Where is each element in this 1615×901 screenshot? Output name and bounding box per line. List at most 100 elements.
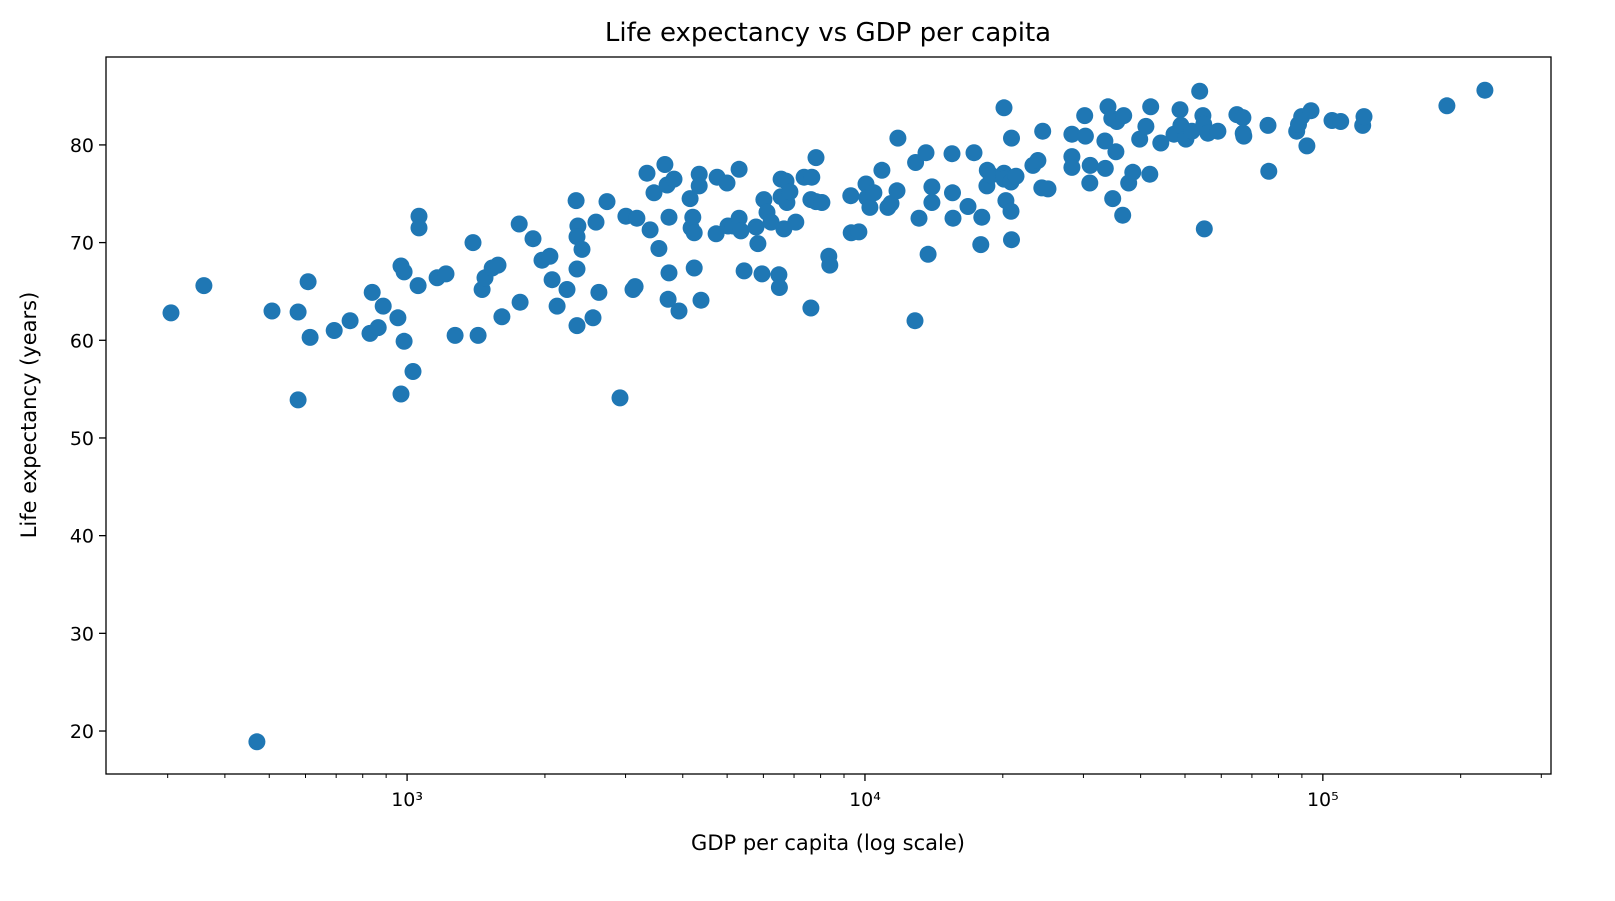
- scatter-point: [584, 309, 602, 327]
- scatter-point: [807, 149, 825, 167]
- scatter-point: [1096, 132, 1114, 150]
- scatter-point: [1002, 202, 1020, 220]
- x-tick-label: 10⁴: [849, 789, 881, 811]
- scatter-point: [1355, 108, 1373, 126]
- scatter-point: [842, 187, 860, 205]
- scatter-point: [1438, 97, 1456, 115]
- scatter-point: [665, 170, 683, 188]
- scatter-point: [1142, 98, 1160, 116]
- scatter-point: [1171, 101, 1189, 119]
- scatter-point: [861, 198, 879, 216]
- y-tick-label: 60: [70, 330, 94, 352]
- scatter-point: [641, 221, 659, 239]
- scatter-point: [753, 265, 771, 283]
- scatter-point: [1234, 109, 1252, 127]
- scatter-point: [906, 312, 924, 330]
- scatter-point: [685, 224, 703, 242]
- x-tick-label: 10³: [391, 789, 423, 811]
- scatter-point: [325, 322, 343, 339]
- scatter-point: [645, 184, 663, 202]
- scatter-point: [681, 190, 699, 208]
- scatter-point: [568, 260, 586, 278]
- scatter-point: [670, 302, 688, 320]
- scatter-point: [404, 363, 422, 380]
- scatter-point: [659, 290, 677, 308]
- scatter-point: [730, 209, 748, 227]
- scatter-point: [781, 183, 799, 201]
- scatter-point: [656, 156, 674, 173]
- scatter-point: [1096, 159, 1114, 177]
- scatter-point: [747, 218, 765, 236]
- scatter-point: [541, 247, 559, 265]
- scatter-point: [299, 273, 317, 291]
- scatter-point: [1003, 129, 1020, 147]
- scatter-point: [1141, 165, 1159, 183]
- plot-frame: [105, 56, 1552, 775]
- scatter-point: [543, 271, 561, 289]
- scatter-point: [598, 193, 616, 211]
- scatter-point: [690, 165, 708, 183]
- scatter-point: [910, 209, 928, 227]
- scatter-point: [392, 385, 410, 403]
- scatter-point: [1302, 102, 1320, 120]
- scatter-point: [917, 144, 935, 162]
- scatter-point: [1114, 206, 1132, 224]
- scatter-point: [489, 256, 507, 274]
- scatter-point: [1076, 127, 1094, 145]
- scatter-point: [1298, 137, 1316, 155]
- scatter-point: [813, 194, 831, 211]
- scatter-point: [1332, 113, 1350, 130]
- scatter-point: [1039, 180, 1057, 198]
- scatter-point: [965, 144, 983, 162]
- scatter-point: [1195, 220, 1213, 238]
- scatter-point: [437, 265, 455, 283]
- scatter-point: [959, 198, 977, 215]
- scatter-point: [195, 277, 213, 295]
- scatter-point: [410, 207, 428, 225]
- scatter-point: [568, 317, 586, 335]
- scatter-point: [718, 174, 736, 192]
- y-tick-label: 80: [70, 135, 94, 157]
- scatter-point: [410, 219, 428, 237]
- scatter-point: [923, 194, 941, 211]
- scatter-point: [684, 208, 702, 226]
- scatter-point: [1107, 143, 1125, 161]
- scatter-point: [369, 319, 387, 337]
- scatter-point: [446, 326, 464, 344]
- scatter-point: [660, 264, 678, 282]
- scatter-point: [341, 312, 359, 330]
- scatter-point: [511, 293, 529, 311]
- scatter-point: [1259, 116, 1277, 134]
- scatter-point: [558, 281, 576, 298]
- scatter-point: [919, 245, 937, 263]
- scatter-point: [1063, 158, 1081, 176]
- scatter-point: [650, 240, 668, 257]
- scatter-point: [944, 209, 962, 227]
- scatter-point: [301, 328, 319, 346]
- scatter-point: [923, 178, 941, 196]
- scatter-point: [469, 326, 487, 344]
- scatter-point: [770, 266, 788, 284]
- scatter-point: [1131, 130, 1149, 148]
- scatter-point: [1137, 117, 1155, 135]
- scatter-point: [363, 283, 381, 301]
- scatter-point: [248, 733, 266, 751]
- scatter-point: [626, 278, 644, 296]
- data-points: [162, 81, 1494, 751]
- scatter-point: [1007, 167, 1025, 185]
- scatter-point: [590, 283, 608, 301]
- y-tick-label: 70: [70, 233, 94, 255]
- scatter-point: [730, 160, 748, 178]
- scatter-point: [735, 262, 753, 280]
- scatter-point: [567, 192, 585, 210]
- scatter-point: [162, 304, 180, 322]
- scatter-point: [943, 145, 961, 163]
- x-axis-label: GDP per capita (log scale): [691, 831, 965, 855]
- scatter-point: [464, 234, 482, 252]
- scatter-point: [1034, 122, 1052, 140]
- scatter-point: [409, 277, 427, 295]
- scatter-point: [690, 177, 708, 195]
- scatter-point: [821, 256, 839, 274]
- scatter-point: [1152, 134, 1170, 152]
- y-tick-label: 50: [70, 428, 94, 450]
